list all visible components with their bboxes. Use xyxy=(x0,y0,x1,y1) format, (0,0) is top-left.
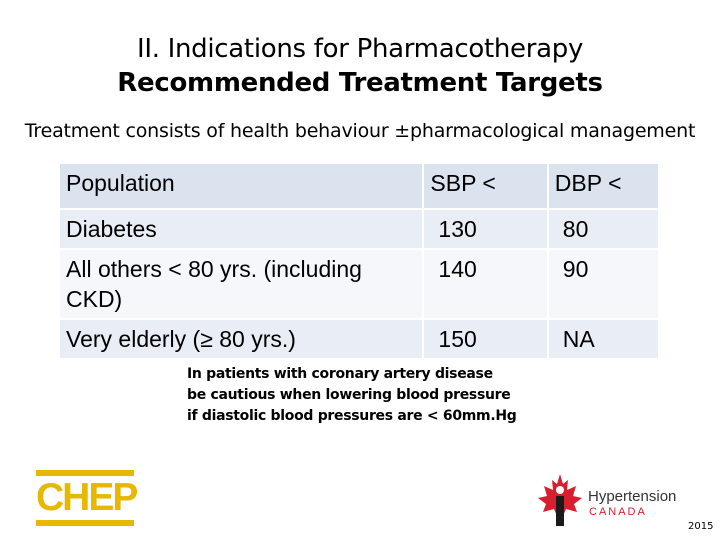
note-line-2: be cautious when lowering blood pressure xyxy=(187,387,511,403)
cell-dbp: 90 xyxy=(548,250,658,318)
table-row: Very elderly (≥ 80 yrs.) 150 NA xyxy=(60,320,658,358)
cell-population: Very elderly (≥ 80 yrs.) xyxy=(60,320,423,358)
cell-sbp: 140 xyxy=(424,250,547,318)
cell-dbp: NA xyxy=(548,320,658,358)
maple-leaf-icon xyxy=(538,474,582,526)
hypertension-country: CANADA xyxy=(589,506,647,518)
cell-sbp: 130 xyxy=(424,210,547,248)
header-dbp: DBP < xyxy=(548,164,658,208)
title-line-1: II. Indications for Pharmacotherapy xyxy=(136,34,584,64)
table-row: Diabetes 130 80 xyxy=(60,210,658,248)
subtitle: Treatment consists of health behaviour ±… xyxy=(24,120,696,142)
hypertension-name: Hypertension xyxy=(588,488,677,505)
chep-logo-bar-bottom xyxy=(36,520,134,526)
year-label: 2015 xyxy=(688,521,714,532)
table-header-row: Population SBP < DBP < xyxy=(60,164,658,208)
cell-dbp: 80 xyxy=(548,210,658,248)
chep-logo-text: CHEP xyxy=(36,476,138,519)
header-sbp: SBP < xyxy=(424,164,547,208)
chep-logo: CHEP xyxy=(36,470,138,526)
caution-note: In patients with coronary artery disease… xyxy=(187,364,527,427)
cell-population: Diabetes xyxy=(60,210,423,248)
slide-title: II. Indications for Pharmacotherapy Reco… xyxy=(0,32,720,100)
note-line-3: if diastolic blood pressures are < 60mm.… xyxy=(187,408,517,424)
table-row: All others < 80 yrs. (including CKD) 140… xyxy=(60,250,658,318)
cell-population: All others < 80 yrs. (including CKD) xyxy=(60,250,423,318)
chep-logo-bar-top xyxy=(36,470,134,476)
hypertension-canada-logo: Hypertension CANADA xyxy=(532,470,702,530)
title-line-2: Recommended Treatment Targets xyxy=(117,68,603,98)
note-line-1: In patients with coronary artery disease xyxy=(187,366,493,382)
header-population: Population xyxy=(60,164,423,208)
treatment-targets-table: Population SBP < DBP < Diabetes 130 80 A… xyxy=(58,162,660,360)
cell-sbp: 150 xyxy=(424,320,547,358)
